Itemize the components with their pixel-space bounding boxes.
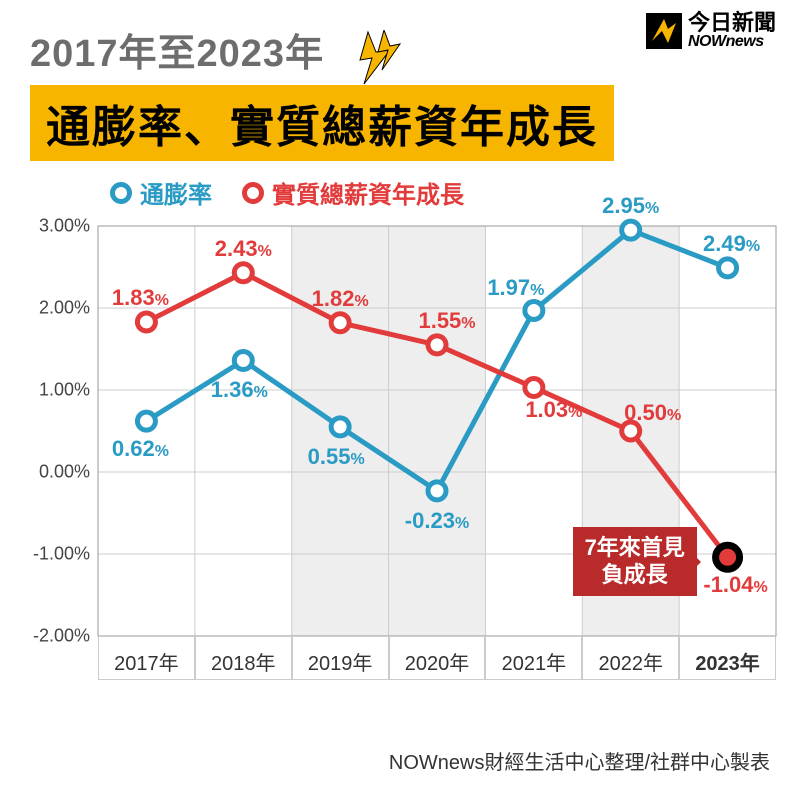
chart-area: 3.00%2.00%1.00%0.00%-1.00%-2.00%2017年201… [20, 216, 780, 686]
x-axis-label: 2018年 [195, 636, 292, 680]
y-axis-label: 0.00% [20, 462, 90, 483]
data-point-label: 0.50% [624, 400, 681, 426]
x-axis-label: 2022年 [582, 636, 679, 680]
y-axis-label: 2.00% [20, 298, 90, 319]
data-point-label: 2.49% [703, 231, 760, 257]
data-point-label: -0.23% [405, 508, 469, 534]
y-axis-label: 3.00% [20, 216, 90, 237]
line-chart: 3.00%2.00%1.00%0.00%-1.00%-2.00%2017年201… [20, 216, 780, 686]
legend-item-inflation: 通膨率 [110, 175, 212, 210]
brand-logo: 今日新聞 NOWnews [646, 12, 776, 50]
data-point-label: 0.55% [308, 444, 365, 470]
data-point-label: 1.83% [112, 285, 169, 311]
x-axis-label: 2021年 [485, 636, 582, 680]
x-axis-label: 2019年 [292, 636, 389, 680]
data-point-label: 1.97% [487, 275, 544, 301]
logo-cn: 今日新聞 [688, 12, 776, 34]
data-point-label: 1.55% [418, 308, 475, 334]
header: 今日新聞 NOWnews 2017年至2023年 [0, 0, 800, 77]
y-axis-label: -2.00% [20, 626, 90, 647]
x-axis-label: 2017年 [98, 636, 195, 680]
logo-en: NOWnews [688, 34, 776, 50]
legend-label: 通膨率 [140, 175, 212, 210]
y-axis-label: 1.00% [20, 380, 90, 401]
data-point-label: 1.36% [211, 377, 268, 403]
legend-item-realwage: 實質總薪資年成長 [242, 175, 464, 210]
data-point-label: 1.03% [525, 397, 582, 423]
x-axis-label: 2020年 [389, 636, 486, 680]
legend-label: 實質總薪資年成長 [272, 175, 464, 210]
data-point-label: 0.62% [112, 436, 169, 462]
title-banner: 通膨率、實質總薪資年成長 [30, 85, 614, 161]
y-axis-label: -1.00% [20, 544, 90, 565]
legend-marker-icon [242, 182, 264, 204]
source-credit: NOWnews財經生活中心整理/社群中心製表 [389, 746, 770, 775]
x-axis-label: 2023年 [679, 636, 776, 680]
logo-text: 今日新聞 NOWnews [688, 12, 776, 50]
callout-badge: 7年來首見負成長 [573, 527, 697, 596]
legend-marker-icon [110, 182, 132, 204]
logo-mark-icon [646, 13, 682, 49]
legend: 通膨率 實質總薪資年成長 [0, 171, 800, 216]
data-point-label: 2.43% [215, 236, 272, 262]
data-point-label: 2.95% [602, 193, 659, 219]
data-point-label: -1.04% [703, 572, 767, 598]
lightning-icon [350, 30, 406, 97]
data-point-label: 1.82% [312, 286, 369, 312]
